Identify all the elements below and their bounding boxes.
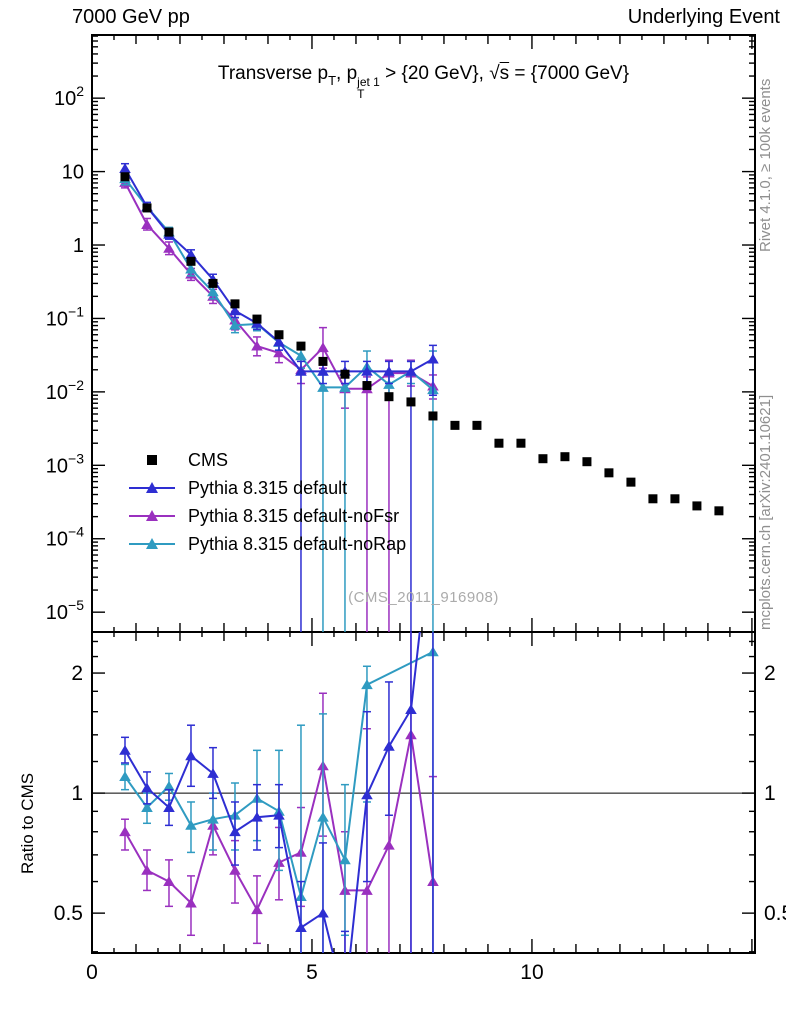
series-pythia-8-315-default-ratio bbox=[119, 632, 434, 953]
legend-row: CMS bbox=[128, 446, 406, 474]
rivet-version-note: Rivet 4.1.0, ≥ 100k events bbox=[757, 78, 774, 252]
x-tick-label: 5 bbox=[306, 961, 318, 984]
ratio-y-tick-label-left: 0.5 bbox=[54, 902, 83, 925]
main-y-tick-label: 1 bbox=[73, 235, 84, 257]
main-y-tick-label: 10−2 bbox=[46, 377, 84, 404]
main-y-tick-label: 10−3 bbox=[46, 450, 84, 477]
mcplots-arxiv-note: mcplots.cern.ch [arXiv:2401.10621] bbox=[757, 394, 774, 630]
title-text: > {20 GeV}, bbox=[379, 63, 490, 84]
ratio-y-tick-label-right: 1 bbox=[764, 782, 776, 805]
main-y-tick-label: 10−5 bbox=[46, 597, 84, 624]
analysis-group-label: Underlying Event bbox=[627, 6, 780, 28]
ratio-axis-title: Ratio to CMS bbox=[18, 772, 37, 874]
main-y-tick-label: 10−1 bbox=[46, 303, 84, 330]
main-y-tick-label: 10 bbox=[62, 162, 84, 184]
beam-label: 7000 GeV pp bbox=[72, 6, 190, 28]
title-text: = {7000 GeV} bbox=[509, 63, 630, 84]
analysis-id-watermark: (CMS_2011_916908) bbox=[348, 589, 499, 606]
legend-row: Pythia 8.315 default-noFsr bbox=[128, 502, 406, 530]
x-tick-label: 10 bbox=[520, 961, 543, 984]
legend-label: CMS bbox=[188, 449, 228, 470]
x-tick-label: 0 bbox=[86, 961, 98, 984]
title-sub-pt2: T bbox=[357, 87, 365, 101]
triangle-line-marker-icon bbox=[129, 482, 175, 493]
main-y-tick-label: 10−4 bbox=[46, 524, 84, 551]
main-panel-data bbox=[119, 162, 724, 632]
title-text: , p bbox=[336, 63, 358, 84]
legend-row: Pythia 8.315 default bbox=[128, 474, 406, 502]
legend-label: Pythia 8.315 default-noRap bbox=[188, 533, 407, 554]
ratio-panel-frame bbox=[91, 631, 756, 954]
main-y-tick-label: 102 bbox=[54, 83, 84, 110]
ratio-y-tick-label-right: 0.5 bbox=[764, 902, 786, 925]
legend-label: Pythia 8.315 default bbox=[188, 477, 348, 498]
square-marker-icon bbox=[147, 455, 157, 465]
ratio-y-tick-label-left: 1 bbox=[71, 782, 83, 805]
sqrt-radical: √ bbox=[489, 63, 500, 84]
legend: CMS Pythia 8.315 default Pythia 8.315 defa… bbox=[128, 446, 406, 558]
ratio-y-tick-label-left: 2 bbox=[71, 662, 83, 685]
ratio-y-tick-label-right: 2 bbox=[764, 662, 776, 685]
sqrt-s: s bbox=[499, 63, 510, 84]
legend-label: Pythia 8.315 default-noFsr bbox=[188, 505, 400, 526]
series-cms bbox=[120, 172, 724, 516]
title-text: Transverse p bbox=[217, 63, 329, 84]
title-sub-pt: T bbox=[328, 73, 337, 88]
title-sup-jet1: jet 1 bbox=[357, 75, 380, 89]
ratio-panel-data bbox=[119, 632, 439, 953]
triangle-line-marker-icon bbox=[129, 538, 175, 549]
triangle-line-marker-icon bbox=[129, 510, 175, 521]
legend-row: Pythia 8.315 default-noRap bbox=[128, 530, 406, 558]
